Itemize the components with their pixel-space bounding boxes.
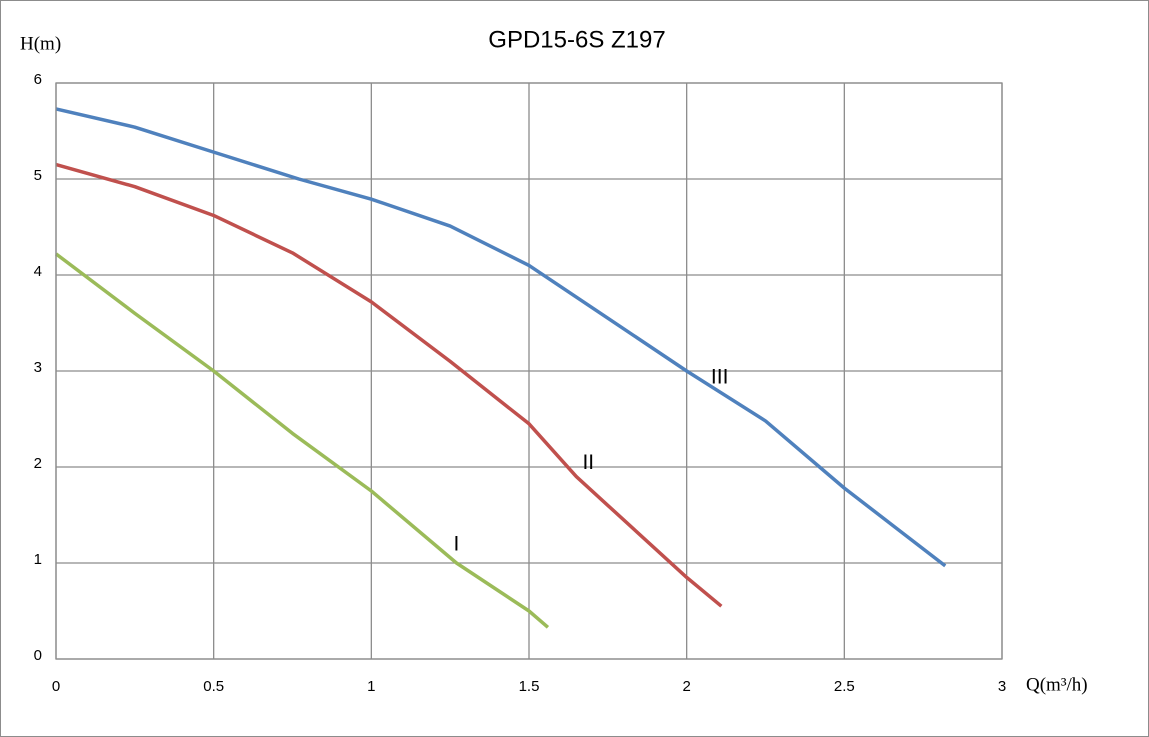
y-tick-label: 4 — [34, 263, 42, 280]
x-tick-label: 3 — [998, 678, 1006, 695]
y-axis-label: H(m) — [20, 33, 61, 54]
y-tick-label: 2 — [34, 455, 42, 472]
x-axis-label: Q(m³/h) — [1026, 674, 1088, 695]
x-tick-label: 0 — [52, 678, 60, 695]
y-tick-label: 6 — [34, 71, 42, 88]
x-tick-label: 0.5 — [203, 678, 224, 695]
x-tick-label: 1.5 — [519, 678, 540, 695]
y-tick-label: 1 — [34, 551, 42, 568]
chart-title: GPD15-6S Z197 — [488, 26, 665, 53]
plot-border — [55, 82, 1003, 660]
x-tick-label: 2 — [682, 678, 690, 695]
x-tick-label: 1 — [367, 678, 375, 695]
series-label: I — [454, 533, 460, 556]
series-line — [54, 252, 550, 629]
y-tick-label: 0 — [34, 647, 42, 664]
series-line — [55, 107, 947, 568]
x-tick-label: 2.5 — [834, 678, 855, 695]
series-label: III — [711, 366, 729, 389]
series-line — [55, 162, 723, 608]
series-label: II — [582, 451, 594, 474]
y-tick-label: 3 — [34, 359, 42, 376]
y-tick-label: 5 — [34, 167, 42, 184]
